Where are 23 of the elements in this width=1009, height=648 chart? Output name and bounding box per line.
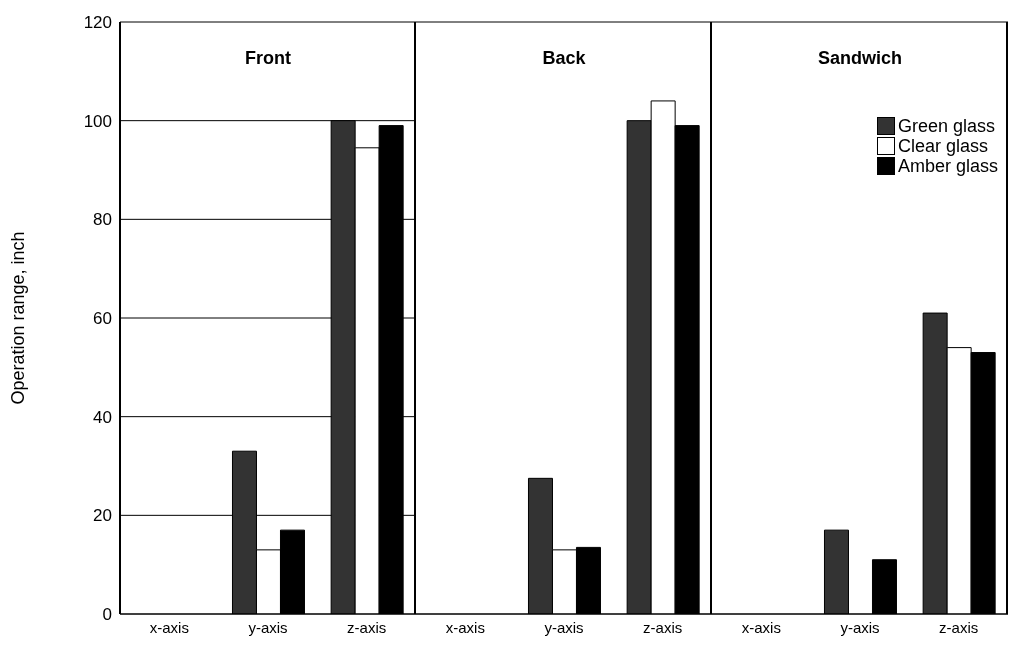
y-axis-title: Operation range, inch [8, 231, 29, 405]
x-tick-label: x-axis [741, 618, 781, 636]
y-tick-label: 20 [93, 506, 112, 526]
x-tick-label: z-axis [939, 618, 979, 636]
y-tick-label: 120 [83, 13, 112, 33]
x-tick-label: y-axis [248, 618, 288, 636]
x-tick-label: z-axis [347, 618, 387, 636]
x-tick-label: y-axis [840, 618, 880, 636]
text: Back [541, 48, 587, 69]
y-tick-label: 40 [93, 407, 112, 427]
x-tick-label: z-axis [643, 618, 683, 636]
x-tick-label: x-axis [445, 618, 485, 636]
y-tick-label: 100 [83, 111, 112, 131]
text: Sandwich [817, 48, 903, 69]
y-tick-label: 0 [102, 605, 112, 625]
legend-label: Clear glass [897, 135, 988, 157]
y-tick-label: 60 [93, 309, 112, 329]
x-tick-label: y-axis [544, 618, 584, 636]
x-tick-label: x-axis [149, 618, 189, 636]
y-tick-label: 80 [93, 210, 112, 230]
text: Front [244, 48, 292, 69]
legend-label: Amber glass [897, 155, 998, 177]
legend-label: Green glass [897, 115, 996, 137]
